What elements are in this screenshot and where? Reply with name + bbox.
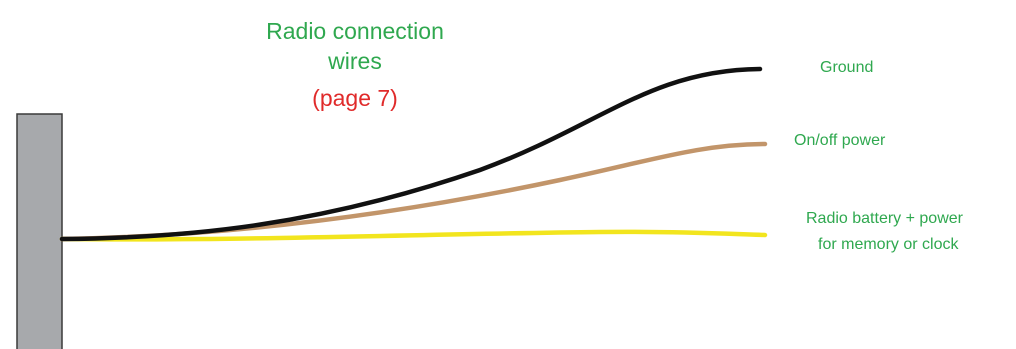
onoff-power-label: On/off power (794, 132, 886, 149)
page-reference: (page 7) (312, 85, 398, 111)
battery-power-label-line-1: Radio battery + power (806, 210, 963, 227)
battery-power-label-line-2: for memory or clock (818, 236, 959, 253)
ground-label: Ground (820, 59, 874, 76)
diagram-title-line-2: wires (328, 48, 382, 74)
diagram-title-line-1: Radio connection (266, 18, 444, 44)
ground-wire (59, 66, 763, 242)
radio-connector-block (16, 113, 63, 349)
battery-wire (59, 229, 768, 242)
